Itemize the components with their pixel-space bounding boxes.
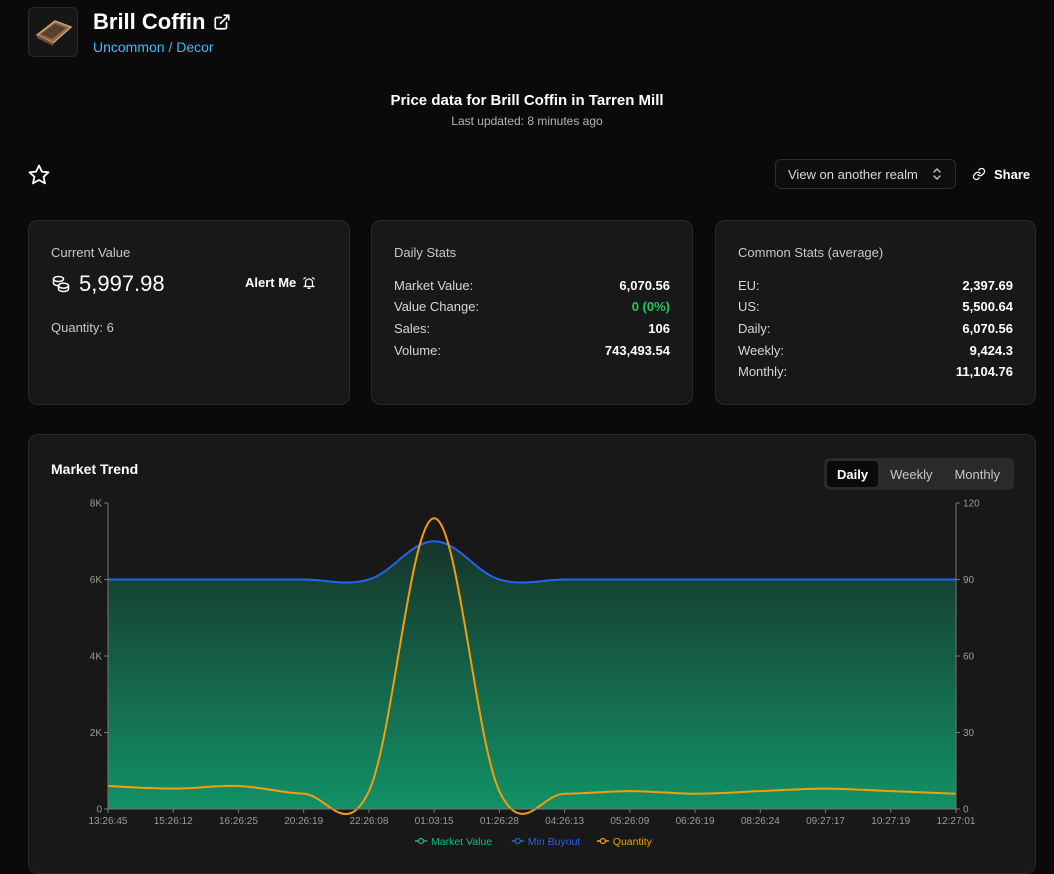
- alarm-bell-icon: [303, 276, 316, 289]
- x-tick-label: 06:26:19: [676, 816, 715, 827]
- stat-value: 106: [648, 321, 670, 336]
- x-tick-label: 15:26:12: [154, 816, 193, 827]
- legend-marker: [599, 837, 606, 845]
- item-thumbnail: [28, 7, 78, 57]
- quantity-line: [107, 517, 957, 816]
- stat-value: 9,424.3: [969, 343, 1013, 358]
- x-tick-label: 05:26:09: [610, 816, 649, 827]
- x-tick-label: 10:27:19: [871, 816, 910, 827]
- right-tick-label: 30: [963, 728, 975, 739]
- external-link-icon[interactable]: [213, 13, 231, 31]
- stat-value: 5,500.64: [962, 299, 1013, 314]
- stat-row-value-change: Value Change: 0 (0%): [394, 299, 670, 314]
- market-trend-chart: 0 2K 4K 6K 8K 0 30 60 90 120 13:26:45 15:26:12 16:26…: [89, 499, 981, 849]
- quantity: Quantity: 6: [51, 320, 114, 335]
- x-tick-label: 08:26:24: [741, 816, 780, 827]
- x-tick-label: 20:26:19: [284, 816, 323, 827]
- legend-marker: [514, 837, 521, 845]
- stat-label: US:: [738, 299, 760, 314]
- current-value: 5,997.98: [51, 271, 165, 297]
- left-tick-label: 4K: [90, 652, 103, 663]
- right-tick-label: 90: [963, 575, 975, 586]
- stat-row-sales: Sales: 106: [394, 321, 670, 336]
- common-stats-card: Common Stats (average) EU: 2,397.69 US: …: [715, 220, 1036, 405]
- stat-label: Volume:: [394, 343, 441, 358]
- x-tick-label: 16:26:25: [219, 816, 258, 827]
- stat-value: 6,070.56: [619, 278, 670, 293]
- x-tick-label: 09:27:17: [806, 816, 845, 827]
- stat-label: Weekly:: [738, 343, 784, 358]
- stat-row-daily: Daily: 6,070.56: [738, 321, 1013, 336]
- stat-label: Monthly:: [738, 364, 788, 379]
- stat-value: 6,070.56: [962, 321, 1013, 336]
- legend-label: Quantity: [613, 836, 653, 848]
- stat-row-monthly: Monthly: 11,104.76: [738, 364, 1013, 379]
- item-title: Brill Coffin: [93, 9, 231, 35]
- stat-label: Value Change:: [394, 299, 480, 314]
- current-value-amount: 5,997.98: [79, 271, 165, 296]
- link-icon: [972, 167, 986, 181]
- legend-label: Min Buyout: [528, 836, 581, 848]
- stat-value: 11,104.76: [955, 364, 1013, 379]
- right-tick-label: 60: [963, 652, 975, 663]
- stat-label: EU:: [738, 278, 760, 293]
- daily-stats-card: Daily Stats Market Value: 6,070.56 Value…: [371, 220, 693, 405]
- min-buyout-line: [108, 540, 956, 584]
- tab-monthly[interactable]: Monthly: [954, 466, 1000, 482]
- legend-label: Market Value: [431, 836, 492, 848]
- x-tick-label: 01:26:28: [480, 816, 519, 827]
- x-tick-label: 13:26:45: [89, 816, 128, 827]
- quantity-label: Quantity:: [51, 320, 104, 335]
- item-category-link[interactable]: Uncommon / Decor: [93, 39, 214, 55]
- share-label: Share: [994, 166, 1031, 182]
- tab-daily[interactable]: Daily: [827, 461, 879, 487]
- chevron-up-down-icon: [933, 168, 941, 180]
- card-title: Daily Stats: [394, 245, 457, 260]
- tab-weekly[interactable]: Weekly: [890, 466, 933, 482]
- stat-label: Sales:: [394, 321, 431, 336]
- left-tick-label: 6K: [90, 575, 103, 586]
- alert-me-button[interactable]: Alert Me: [245, 275, 316, 290]
- stat-value: 743,493.54: [604, 343, 670, 358]
- stat-value: 0 (0%): [631, 299, 670, 314]
- left-tick-label: 8K: [90, 499, 103, 510]
- left-tick-label: 2K: [90, 728, 103, 739]
- x-tick-label: 12:27:01: [937, 816, 976, 827]
- page-title: Price data for Brill Coffin in Tarren Mi…: [390, 92, 664, 109]
- stat-row-market-value: Market Value: 6,070.56: [394, 278, 670, 293]
- x-tick-label: 04:26:13: [545, 816, 584, 827]
- quantity-value: 6: [106, 320, 114, 335]
- share-button[interactable]: Share: [972, 159, 1030, 189]
- realm-select-label: View on another realm: [788, 166, 918, 182]
- stat-row-volume: Volume: 743,493.54: [394, 343, 670, 358]
- current-value-card: Current Value 5,997.98 Alert Me Quantity…: [28, 220, 350, 405]
- x-tick-label: 01:03:15: [415, 816, 454, 827]
- item-name: Brill Coffin: [93, 9, 206, 34]
- stat-label: Daily:: [738, 321, 771, 336]
- stat-label: Market Value:: [394, 278, 474, 293]
- card-title: Current Value: [51, 245, 131, 260]
- alert-me-label: Alert Me: [245, 275, 297, 290]
- legend-marker: [417, 837, 425, 845]
- left-tick-label: 0: [96, 805, 102, 816]
- stat-row-eu: EU: 2,397.69: [738, 278, 1013, 293]
- card-title: Common Stats (average): [738, 245, 884, 260]
- timeframe-tabs: Daily Weekly Monthly: [824, 458, 1014, 490]
- right-tick-label: 0: [963, 805, 969, 816]
- right-tick-label: 120: [963, 499, 980, 510]
- coins-icon: [52, 275, 70, 293]
- stat-row-us: US: 5,500.64: [738, 299, 1013, 314]
- chart-title: Market Trend: [51, 461, 139, 477]
- coffin-icon: [35, 20, 73, 46]
- star-icon[interactable]: [27, 163, 51, 187]
- realm-select[interactable]: View on another realm: [775, 159, 956, 189]
- last-updated: Last updated: 8 minutes ago: [451, 114, 603, 128]
- stat-row-weekly: Weekly: 9,424.3: [738, 343, 1013, 358]
- x-tick-label: 22:26:08: [349, 816, 388, 827]
- stat-value: 2,397.69: [962, 278, 1013, 293]
